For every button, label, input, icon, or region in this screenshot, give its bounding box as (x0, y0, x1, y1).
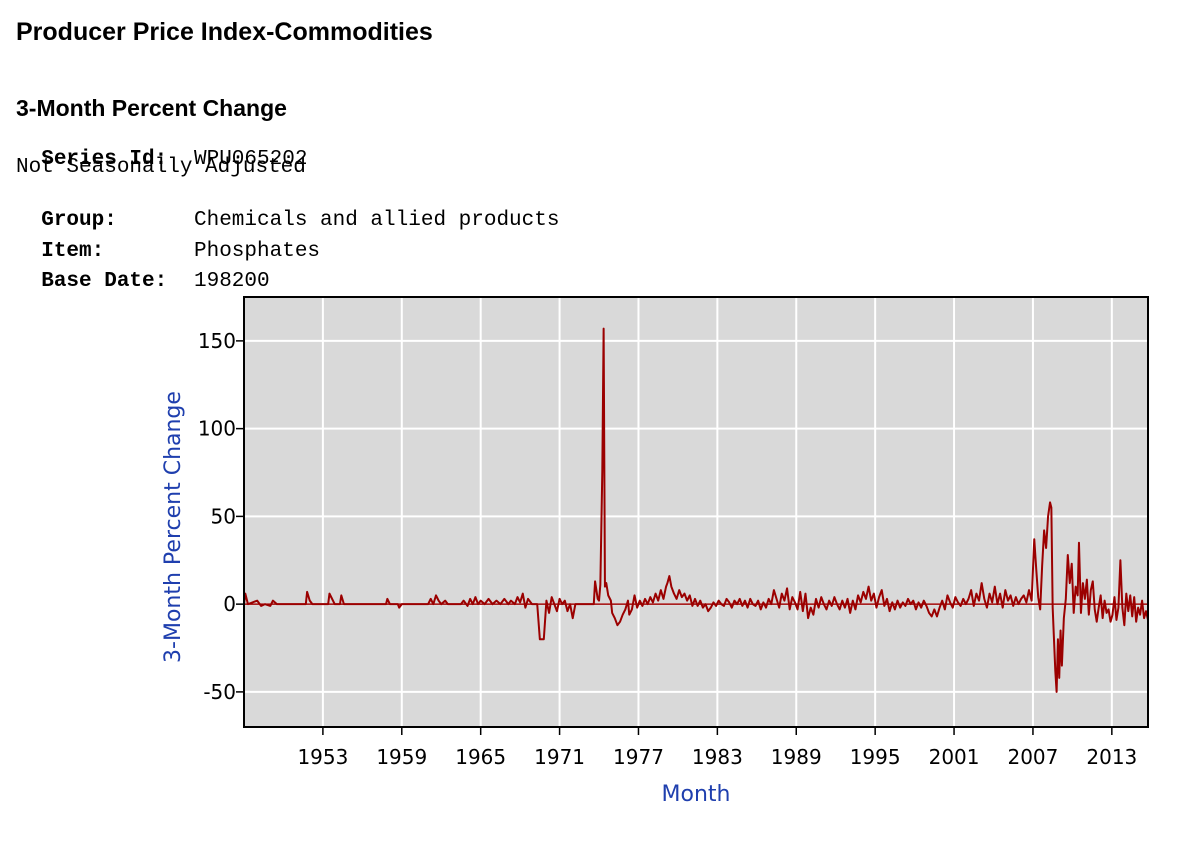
x-tick-label: 1983 (692, 745, 743, 769)
group-value: Chemicals and allied products (194, 209, 560, 232)
x-tick-label: 1953 (297, 745, 348, 769)
x-tick-label: 2001 (929, 745, 980, 769)
x-tick-label: 1971 (534, 745, 585, 769)
item-value: Phosphates (194, 240, 321, 263)
series-id-row: Series Id: WPU065202 (16, 125, 307, 171)
y-axis-label: 3-Month Percent Change (161, 391, 186, 663)
chart-subtitle: 3-Month Percent Change (16, 95, 287, 121)
y-tick-label: 0 (223, 592, 236, 616)
item-row: Item: Phosphates (16, 217, 320, 263)
x-tick-label: 1965 (455, 745, 506, 769)
y-tick-label: -50 (203, 680, 236, 704)
x-tick-label: 2013 (1086, 745, 1137, 769)
series-id-label: Series Id: (41, 148, 168, 171)
x-tick-label: 1977 (613, 745, 664, 769)
series-line (243, 327, 1149, 693)
plot-area (244, 297, 1148, 727)
group-label: Group: (41, 209, 117, 232)
base-date-value: 198200 (194, 270, 270, 293)
x-tick-label: 2007 (1007, 745, 1058, 769)
x-axis-label: Month (662, 782, 731, 807)
y-tick-label: 50 (211, 504, 236, 528)
plot-border (243, 296, 1149, 728)
base-date-label: Base Date: (41, 270, 168, 293)
base-date-row: Base Date: 198200 (16, 247, 269, 293)
x-tick-label: 1989 (771, 745, 822, 769)
item-label: Item: (41, 240, 105, 263)
series-id-value: WPU065202 (194, 148, 308, 171)
seasonal-adjustment-note: Not Seasonally Adjusted (16, 156, 306, 179)
y-tick-label: 150 (198, 329, 236, 353)
x-tick-label: 1995 (850, 745, 901, 769)
x-tick-label: 1959 (376, 745, 427, 769)
group-row: Group: Chemicals and allied products (16, 186, 559, 232)
page-title: Producer Price Index-Commodities (16, 18, 433, 46)
y-tick-label: 100 (198, 417, 236, 441)
axis-ticks: 1953 1959 1965 1971 1977 1983 1989 1995 2001 2007… (198, 329, 1137, 769)
